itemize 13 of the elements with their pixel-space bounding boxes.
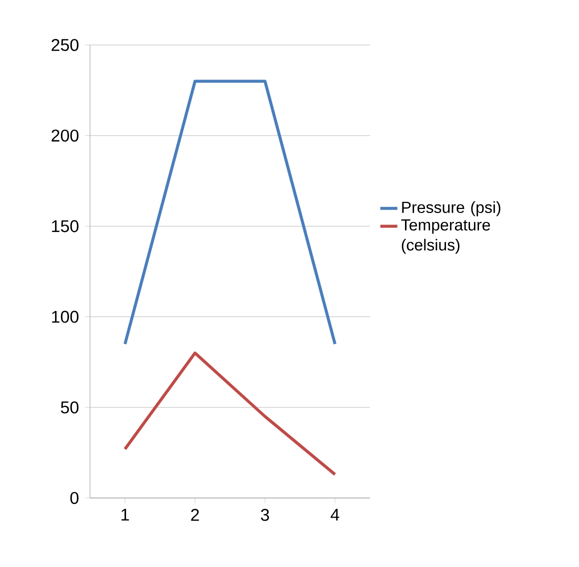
y-tick-label: 150 <box>52 220 78 232</box>
y-tick-label: 0 <box>70 492 78 504</box>
legend-label: Temperature (celsius) <box>401 219 490 254</box>
y-tick-label: 200 <box>52 130 78 142</box>
x-tick-label: 3 <box>260 508 269 521</box>
legend-label: Pressure (psi) <box>402 201 500 216</box>
x-tick-label: 2 <box>191 508 199 521</box>
y-tick-label: 100 <box>52 310 78 323</box>
x-tick-label: 1 <box>122 508 129 521</box>
y-tick-label: 50 <box>60 401 78 414</box>
y-tick-label: 250 <box>52 38 78 52</box>
line-series <box>124 352 336 476</box>
x-tick-label: 4 <box>330 508 340 521</box>
